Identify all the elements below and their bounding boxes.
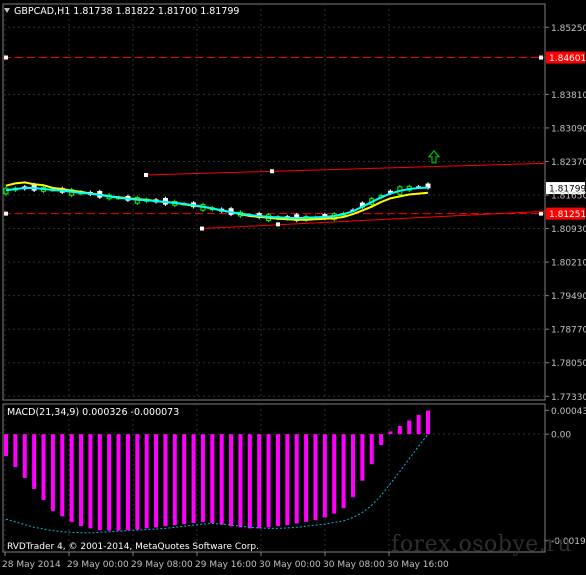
macd-histogram-bar	[407, 420, 412, 435]
macd-axis-label: -0.001943	[551, 537, 586, 547]
macd-histogram-bar	[238, 434, 243, 528]
price-label: 1.77330	[551, 393, 586, 403]
level-anchor	[4, 55, 8, 60]
macd-histogram-bar	[79, 434, 84, 527]
macd-histogram-bar	[13, 434, 18, 468]
macd-histogram-bar	[322, 434, 327, 518]
macd-histogram-bar	[172, 434, 177, 526]
price-label: 1.81650	[551, 192, 586, 202]
macd-axis-label: 0.00	[551, 431, 571, 441]
macd-signal-line	[5, 433, 429, 534]
price-label-box	[546, 182, 585, 195]
macd-histogram-bar	[388, 431, 393, 435]
macd-title: MACD(21,34,9) 0.000326 -0.000073	[7, 407, 179, 418]
level-anchor	[4, 211, 8, 216]
macd-histogram-bar	[426, 410, 430, 435]
price-label: 1.79490	[551, 292, 586, 302]
price-label: 1.80210	[551, 259, 586, 269]
price-label: 1.81799	[549, 185, 586, 195]
macd-axis-label: 0.000434	[551, 407, 586, 417]
macd-histogram-bar	[266, 434, 271, 528]
macd-histogram-bar	[69, 434, 74, 522]
macd-histogram-bar	[22, 434, 27, 478]
macd-histogram-bar	[41, 434, 46, 500]
price-label: 1.85250	[551, 24, 586, 34]
macd-histogram-bar	[332, 434, 337, 514]
macd-histogram-bar	[135, 434, 140, 530]
macd-histogram-bar	[341, 434, 346, 509]
time-label: 30 May 00:00	[259, 560, 321, 570]
time-label: 29 May 16:00	[195, 560, 257, 570]
macd-histogram-bar	[200, 434, 205, 522]
macd-histogram-bar	[97, 434, 102, 531]
time-label: 30 May 16:00	[387, 560, 449, 570]
macd-histogram-bar	[182, 434, 187, 525]
trend-line-upper	[145, 162, 546, 176]
macd-histogram-bar	[4, 434, 8, 457]
price-label: 1.83090	[551, 124, 586, 134]
macd-histogram-bar	[397, 425, 402, 435]
price-label: 1.80930	[551, 225, 586, 235]
trend-line-anchor	[270, 169, 274, 174]
price-label-box	[546, 51, 585, 64]
price-label-box	[546, 207, 585, 220]
time-label: 28 May 2014	[2, 560, 61, 570]
price-label: 1.78050	[551, 359, 586, 369]
macd-histogram-bar	[191, 434, 196, 523]
macd-histogram-bar	[60, 434, 65, 517]
watermark-text: forex.osobye.ru	[391, 532, 572, 557]
macd-histogram-bar	[154, 434, 159, 528]
macd-histogram-bar	[50, 434, 55, 511]
ma-slow-line	[5, 186, 429, 220]
trend-line-anchor	[144, 172, 148, 177]
macd-histogram-bar	[350, 434, 355, 498]
price-label: 1.82370	[551, 158, 586, 168]
time-label: 30 May 08:00	[323, 560, 385, 570]
level-anchor	[539, 55, 543, 60]
macd-histogram-bar	[107, 434, 112, 531]
macd-histogram-bar	[369, 434, 374, 465]
symbol-dropdown-icon	[4, 8, 10, 13]
macd-histogram-bar	[247, 434, 252, 529]
macd-histogram-bar	[219, 434, 224, 525]
macd-histogram-bar	[257, 434, 262, 529]
time-label: 29 May 08:00	[131, 560, 193, 570]
macd-histogram-bar	[379, 434, 384, 446]
price-label: 1.81251	[549, 210, 586, 220]
macd-histogram-bar	[285, 434, 290, 526]
macd-histogram-bar	[229, 434, 234, 527]
macd-histogram-bar	[313, 434, 318, 521]
time-label: 29 May 00:00	[67, 560, 129, 570]
macd-histogram-bar	[163, 434, 168, 527]
level-anchor	[539, 211, 543, 216]
macd-histogram-bar	[416, 414, 421, 435]
main-panel-border	[2, 3, 546, 401]
macd-histogram-bar	[275, 434, 280, 527]
price-label: 1.78770	[551, 326, 586, 336]
price-label: 1.84601	[549, 54, 586, 64]
macd-histogram-bar	[125, 434, 130, 531]
price-label: 1.83810	[551, 91, 586, 101]
macd-histogram-bar	[88, 434, 93, 529]
macd-histogram-bar	[32, 434, 37, 489]
up-arrow-icon	[427, 149, 441, 164]
macd-histogram-bar	[294, 434, 299, 524]
trend-line-anchor	[276, 222, 280, 227]
copyright-text: RVDTrader 4, © 2001-2014, MetaQuotes Sof…	[7, 542, 259, 552]
macd-panel-border	[2, 403, 546, 553]
macd-histogram-bar	[304, 434, 309, 522]
macd-histogram-bar	[144, 434, 149, 529]
symbol-header: GBPCAD,H1 1.81738 1.81822 1.81700 1.8179…	[14, 6, 239, 17]
macd-histogram-bar	[360, 434, 365, 481]
trend-line-lower	[201, 210, 546, 230]
macd-histogram-bar	[116, 434, 121, 531]
trend-line-anchor	[200, 226, 204, 231]
macd-histogram-bar	[210, 434, 215, 523]
